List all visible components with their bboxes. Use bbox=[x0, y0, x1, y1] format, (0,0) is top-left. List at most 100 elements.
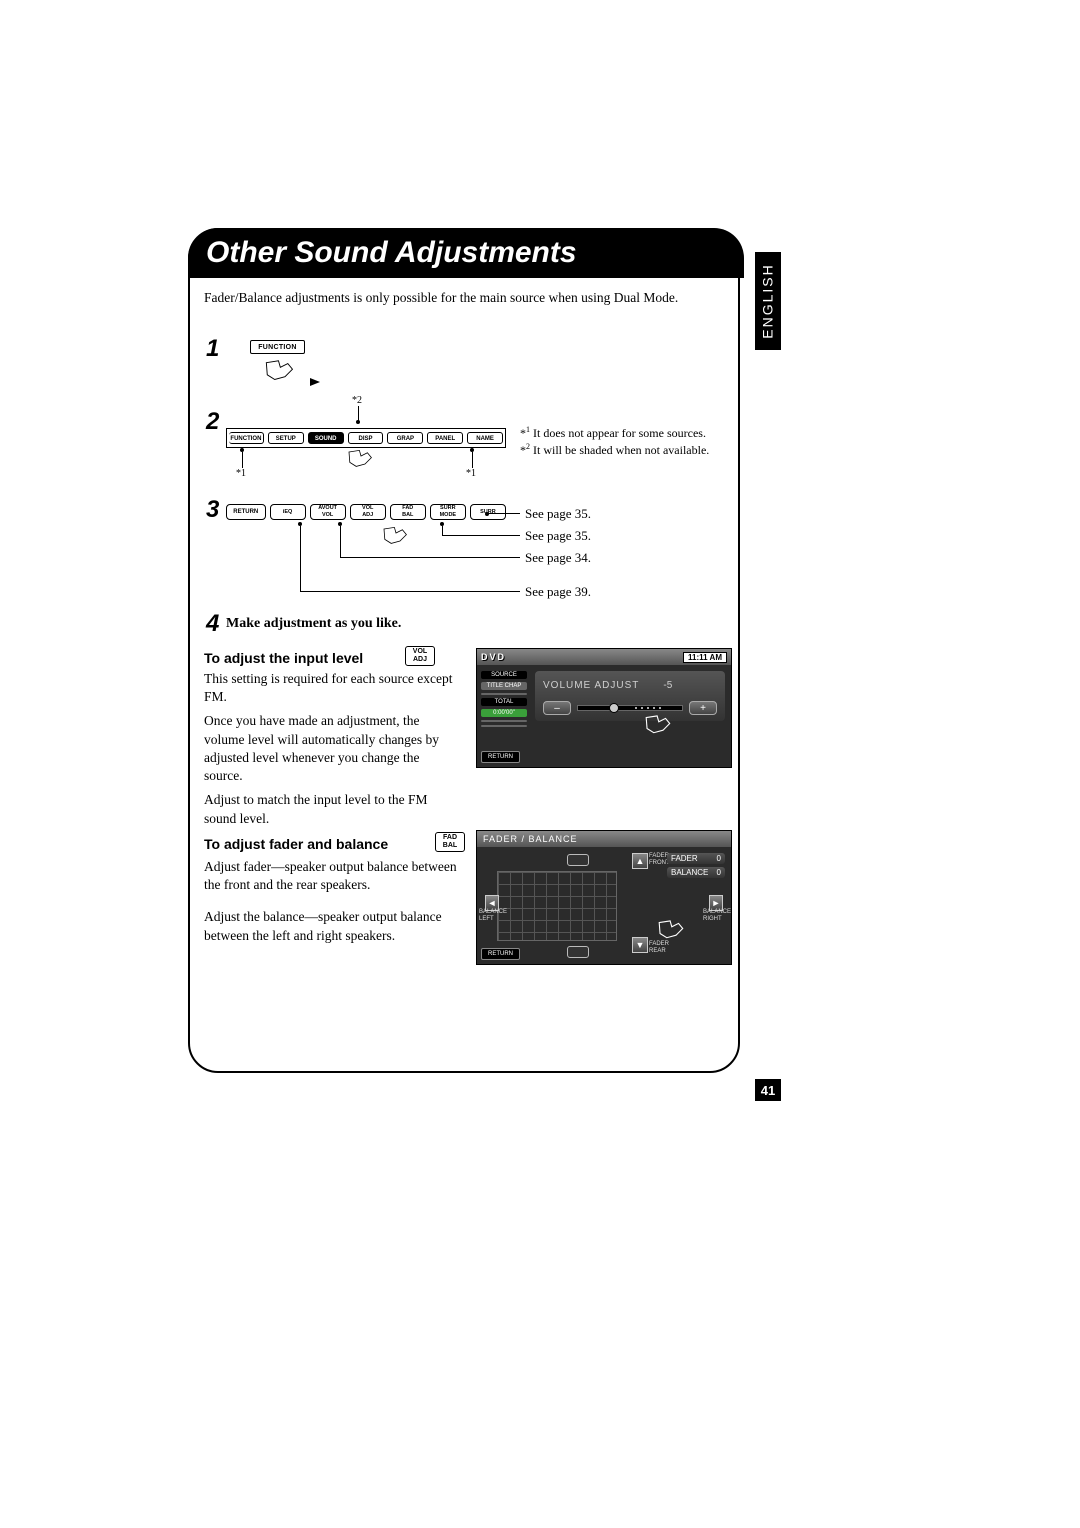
callout-line bbox=[340, 526, 341, 558]
return-button[interactable]: RETURN bbox=[481, 948, 520, 960]
input-level-body: This setting is required for each source… bbox=[204, 670, 460, 834]
car-icon bbox=[567, 946, 589, 958]
callout-line bbox=[472, 452, 473, 468]
arrow-right-icon bbox=[310, 378, 320, 386]
readout-label: FADER bbox=[671, 854, 698, 863]
step4-instruction: Make adjustment as you like. bbox=[226, 616, 401, 632]
time-label: 11:11 AM bbox=[683, 652, 727, 663]
badge-line: FAD bbox=[438, 834, 462, 842]
balance-readout: BALANCE 0 bbox=[667, 867, 725, 878]
page-number: 41 bbox=[755, 1079, 781, 1101]
badge-line: BAL bbox=[438, 842, 462, 850]
fader-balance-body: Adjust fader—speaker output balance betw… bbox=[204, 858, 460, 959]
menu3-fadbal[interactable]: FAD BAL bbox=[390, 504, 426, 520]
body-paragraph: Once you have made an adjustment, the vo… bbox=[204, 712, 460, 785]
fb-grid[interactable] bbox=[497, 871, 617, 941]
see-page-ref: See page 39. bbox=[525, 584, 591, 600]
tap-hand-icon bbox=[260, 358, 310, 386]
step-4-number: 4 bbox=[206, 610, 219, 638]
balance-right-label: BALANCE RIGHT bbox=[703, 909, 731, 923]
step-2-number: 2 bbox=[206, 408, 219, 436]
tap-hand-icon bbox=[655, 916, 697, 946]
menu3-ieq[interactable]: iEQ bbox=[270, 504, 306, 520]
callout-line bbox=[340, 557, 520, 558]
return-button[interactable]: RETURN bbox=[481, 751, 520, 763]
body-paragraph: This setting is required for each source… bbox=[204, 670, 460, 706]
side-item[interactable] bbox=[481, 720, 527, 722]
readout-value: 0 bbox=[717, 854, 721, 863]
volume-adjust-panel: VOLUME ADJUST -5 – + bbox=[535, 671, 725, 721]
function-button[interactable]: FUNCTION bbox=[250, 340, 305, 354]
menu2-sound[interactable]: SOUND bbox=[308, 432, 344, 444]
input-level-heading: To adjust the input level bbox=[204, 650, 363, 666]
volume-knob[interactable] bbox=[609, 703, 619, 713]
step-1-number: 1 bbox=[206, 335, 219, 363]
volume-adjust-value: -5 bbox=[663, 680, 672, 691]
menu2-name[interactable]: NAME bbox=[467, 432, 503, 444]
tap-hand-icon bbox=[345, 445, 385, 475]
fader-readout: FADER 0 bbox=[667, 853, 725, 864]
callout-line bbox=[487, 513, 520, 514]
page-title: Other Sound Adjustments bbox=[206, 236, 577, 270]
menu2-grap[interactable]: GRAP bbox=[387, 432, 423, 444]
asterisk-1: *1 bbox=[236, 468, 246, 479]
body-paragraph: Adjust the balance—speaker output balanc… bbox=[204, 908, 460, 944]
volume-slider: – + bbox=[543, 701, 717, 715]
fader-balance-heading: To adjust fader and balance bbox=[204, 836, 388, 852]
footnote-text: It will be shaded when not available. bbox=[530, 443, 709, 457]
readout-value: 0 bbox=[717, 868, 721, 877]
footnote-1: *1 It does not appear for some sources. bbox=[520, 425, 730, 442]
menu2-panel[interactable]: PANEL bbox=[427, 432, 463, 444]
menu3-surrmode[interactable]: SURR MODE bbox=[430, 504, 466, 520]
fader-balance-screenshot: FADER / BALANCE ▲ ▼ ◄ ► FADER FRONT FADE… bbox=[476, 830, 732, 965]
car-icon bbox=[567, 854, 589, 866]
title-bar: Other Sound Adjustments bbox=[188, 228, 744, 278]
menu2-function[interactable]: FUNCTION bbox=[229, 432, 264, 444]
callout-line bbox=[300, 526, 301, 592]
screenshot-sidebar: SOURCE TITLE CHAP TOTAL 0:00'00" bbox=[481, 671, 527, 727]
step3-menu: RETURN iEQ AVOUT VOL VOL ADJ FAD BAL SUR… bbox=[226, 502, 506, 522]
footnote-text: It does not appear for some sources. bbox=[530, 426, 706, 440]
callout-line bbox=[358, 406, 359, 422]
volume-ticks bbox=[635, 707, 678, 709]
side-title-chap[interactable]: TITLE CHAP bbox=[481, 682, 527, 690]
side-time[interactable]: 0:00'00" bbox=[481, 709, 527, 717]
side-item[interactable] bbox=[481, 725, 527, 727]
callout-line bbox=[242, 452, 243, 468]
language-tab: ENGLISH bbox=[755, 252, 781, 350]
intro-text: Fader/Balance adjustments is only possib… bbox=[204, 290, 724, 306]
fb-title: FADER / BALANCE bbox=[477, 831, 731, 847]
fad-bal-badge: FAD BAL bbox=[435, 832, 465, 852]
volume-adjust-screenshot: DVD 11:11 AM SOURCE TITLE CHAP TOTAL 0:0… bbox=[476, 648, 732, 768]
fader-up-button[interactable]: ▲ bbox=[632, 853, 648, 869]
step-3-number: 3 bbox=[206, 496, 219, 524]
badge-line: ADJ bbox=[408, 656, 432, 664]
menu3-voladj[interactable]: VOL ADJ bbox=[350, 504, 386, 520]
badge-line: VOL bbox=[408, 648, 432, 656]
menu3-return[interactable]: RETURN bbox=[226, 504, 266, 520]
see-page-ref: See page 35. bbox=[525, 528, 591, 544]
volume-adjust-title: VOLUME ADJUST bbox=[543, 680, 639, 691]
body-paragraph: Adjust to match the input level to the F… bbox=[204, 791, 460, 827]
see-page-ref: See page 34. bbox=[525, 550, 591, 566]
content-frame: Other Sound Adjustments Fader/Balance ad… bbox=[188, 228, 740, 1073]
menu2-disp[interactable]: DISP bbox=[348, 432, 384, 444]
callout-line bbox=[300, 591, 520, 592]
side-total[interactable]: TOTAL bbox=[481, 698, 527, 706]
menu3-avout[interactable]: AVOUT VOL bbox=[310, 504, 346, 520]
fader-down-button[interactable]: ▼ bbox=[632, 937, 648, 953]
dvd-label: DVD bbox=[481, 652, 506, 662]
vol-adj-badge: VOL ADJ bbox=[405, 646, 435, 666]
volume-plus-button[interactable]: + bbox=[689, 701, 717, 715]
body-paragraph: Adjust fader—speaker output balance betw… bbox=[204, 858, 460, 894]
side-source[interactable]: SOURCE bbox=[481, 671, 527, 679]
asterisk-2: *2 bbox=[352, 395, 362, 406]
menu2-setup[interactable]: SETUP bbox=[268, 432, 304, 444]
fb-readout: FADER 0 BALANCE 0 bbox=[667, 853, 725, 881]
see-page-ref: See page 35. bbox=[525, 506, 591, 522]
volume-minus-button[interactable]: – bbox=[543, 701, 571, 715]
footnote-2: *2 It will be shaded when not available. bbox=[520, 442, 730, 459]
screenshot-header: DVD 11:11 AM bbox=[477, 649, 731, 665]
language-tab-label: ENGLISH bbox=[760, 263, 776, 338]
side-item[interactable] bbox=[481, 693, 527, 695]
